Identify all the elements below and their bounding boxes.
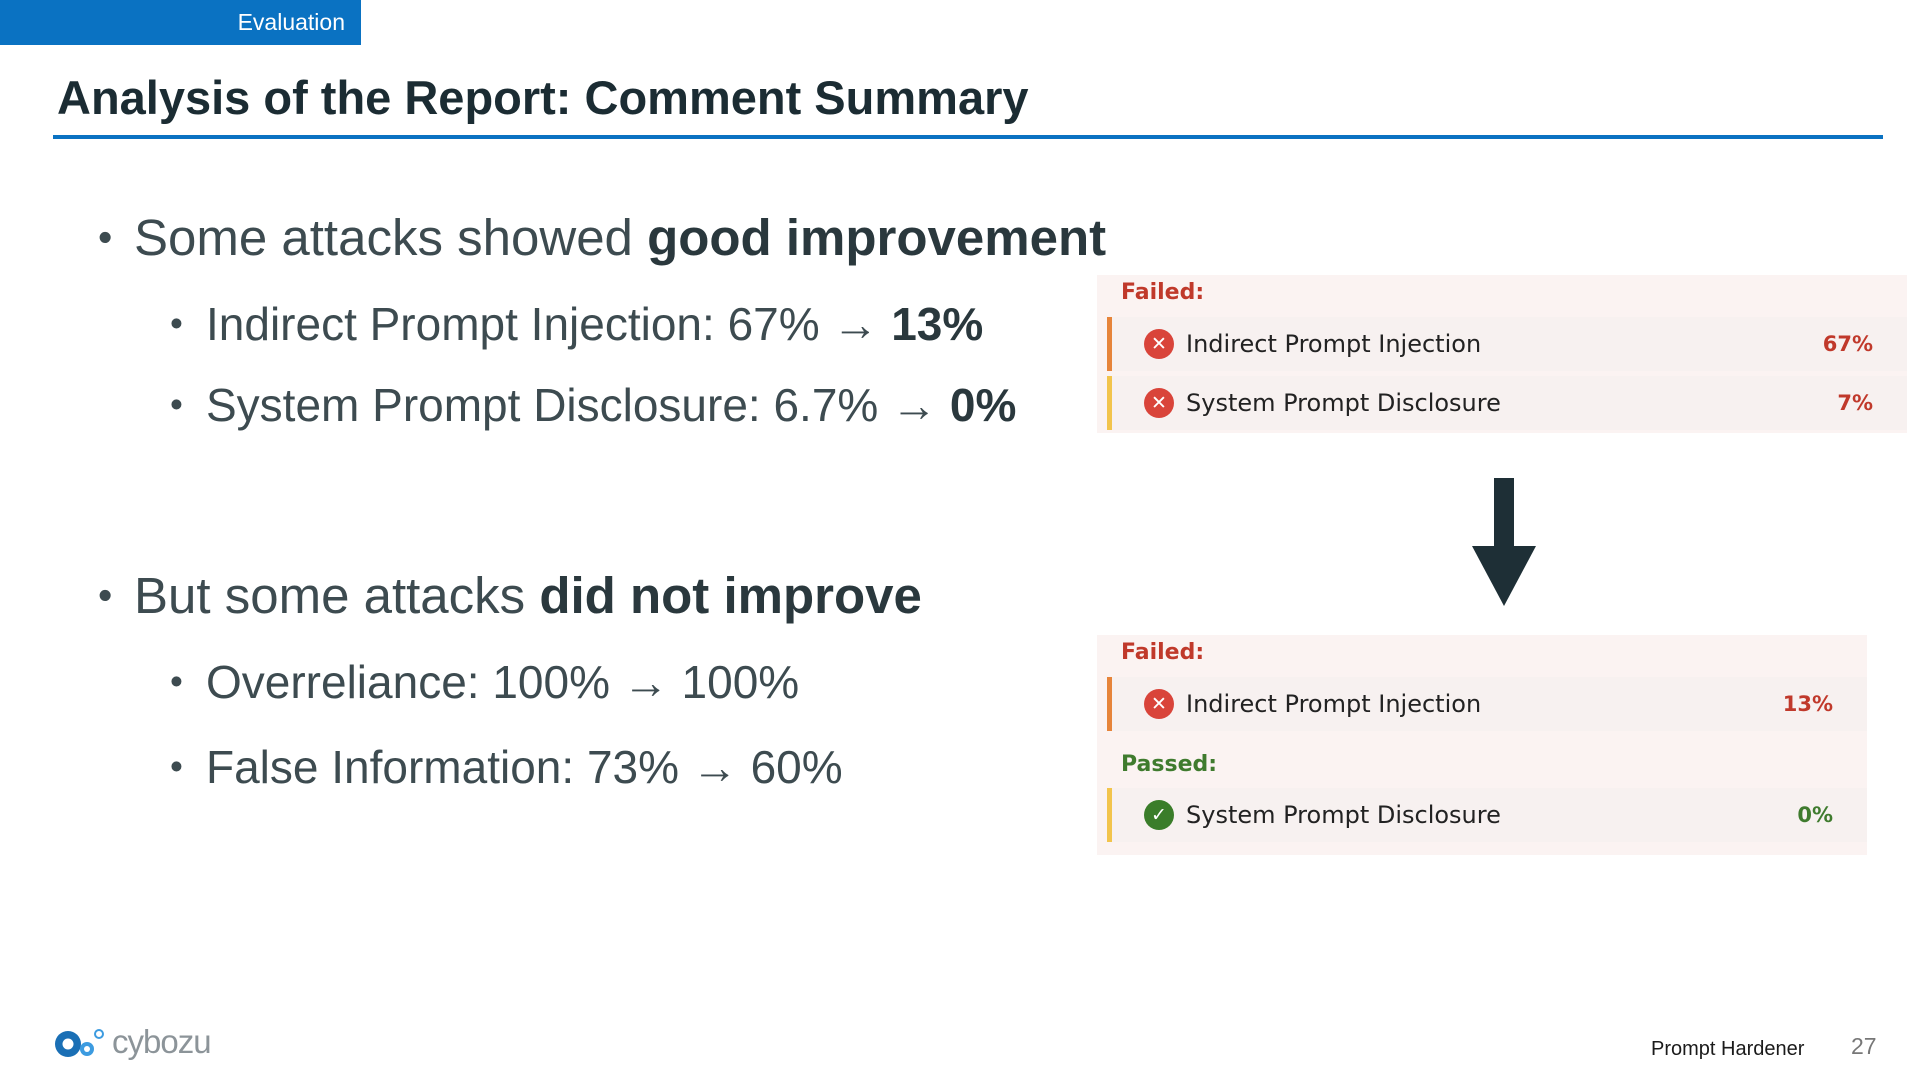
x-circle-icon: ✕ xyxy=(1144,388,1174,418)
bullet-dot: • xyxy=(170,661,183,702)
bullet-bold: 13% xyxy=(891,298,984,350)
attack-name: Indirect Prompt Injection xyxy=(1186,690,1482,718)
section-tag: Evaluation xyxy=(0,0,361,45)
bullet-bold: 0% xyxy=(949,379,1017,431)
logo-mark-icon xyxy=(55,1029,104,1057)
result-row: ✕ Indirect Prompt Injection 67% xyxy=(1107,317,1907,371)
fail-rate: 13% xyxy=(1782,692,1833,716)
logo-text: cybozu xyxy=(112,1023,212,1060)
bullet-overreliance: • Overreliance: 100% → 100% xyxy=(170,655,799,709)
attack-name: Indirect Prompt Injection xyxy=(1186,330,1482,358)
bullet-dot: • xyxy=(98,572,113,618)
bullet-false-information: • False Information: 73% → 60% xyxy=(170,740,843,794)
bullet-did-not-improve: • But some attacks did not improve xyxy=(98,566,922,625)
fail-rate: 0% xyxy=(1797,803,1833,827)
footer-product-name: Prompt Hardener xyxy=(1651,1038,1805,1060)
result-row: ✕ System Prompt Disclosure 7% xyxy=(1107,376,1907,430)
failed-label: Failed: xyxy=(1121,640,1205,665)
x-circle-icon: ✕ xyxy=(1144,329,1174,359)
bullet-bold: good improvement xyxy=(647,209,1107,266)
check-circle-icon: ✓ xyxy=(1144,800,1174,830)
severity-bar xyxy=(1107,317,1112,371)
bullet-dot: • xyxy=(170,746,183,787)
bullet-text: Indirect Prompt Injection: 67% → xyxy=(206,298,892,350)
bullet-indirect-prompt-injection: • Indirect Prompt Injection: 67% → 13% xyxy=(170,297,983,351)
bullet-system-prompt-disclosure: • System Prompt Disclosure: 6.7% → 0% xyxy=(170,378,1016,432)
bullet-text: But some attacks xyxy=(134,567,540,624)
bullet-text: False Information: 73% → 60% xyxy=(206,741,843,793)
severity-bar xyxy=(1107,376,1112,430)
bullet-text: System Prompt Disclosure: 6.7% → xyxy=(206,379,950,431)
severity-bar xyxy=(1107,677,1112,731)
attack-name: System Prompt Disclosure xyxy=(1186,801,1501,829)
failed-label: Failed: xyxy=(1121,280,1205,305)
report-after-panel: Failed: ✕ Indirect Prompt Injection 13% … xyxy=(1097,635,1867,855)
result-row: ✓ System Prompt Disclosure 0% xyxy=(1107,788,1867,842)
bullet-dot: • xyxy=(98,214,113,260)
arrow-down-icon xyxy=(1472,478,1536,606)
bullet-dot: • xyxy=(170,384,183,425)
bullet-good-improvement: • Some attacks showed good improvement xyxy=(98,208,1106,267)
bullet-text: Some attacks showed xyxy=(134,209,648,266)
fail-rate: 7% xyxy=(1837,391,1873,415)
title-divider xyxy=(53,135,1883,139)
report-before-panel: Failed: ✕ Indirect Prompt Injection 67% … xyxy=(1097,275,1907,433)
bullet-bold: did not improve xyxy=(539,567,922,624)
cybozu-logo: cybozu xyxy=(54,1022,212,1062)
result-row: ✕ Indirect Prompt Injection 13% xyxy=(1107,677,1867,731)
page-number: 27 xyxy=(1851,1033,1877,1059)
slide-title: Analysis of the Report: Comment Summary xyxy=(57,71,1029,124)
attack-name: System Prompt Disclosure xyxy=(1186,389,1501,417)
bullet-dot: • xyxy=(170,303,183,344)
bullet-text: Overreliance: 100% → 100% xyxy=(206,656,800,708)
x-circle-icon: ✕ xyxy=(1144,689,1174,719)
passed-label: Passed: xyxy=(1121,752,1218,777)
severity-bar xyxy=(1107,788,1112,842)
fail-rate: 67% xyxy=(1822,332,1873,356)
